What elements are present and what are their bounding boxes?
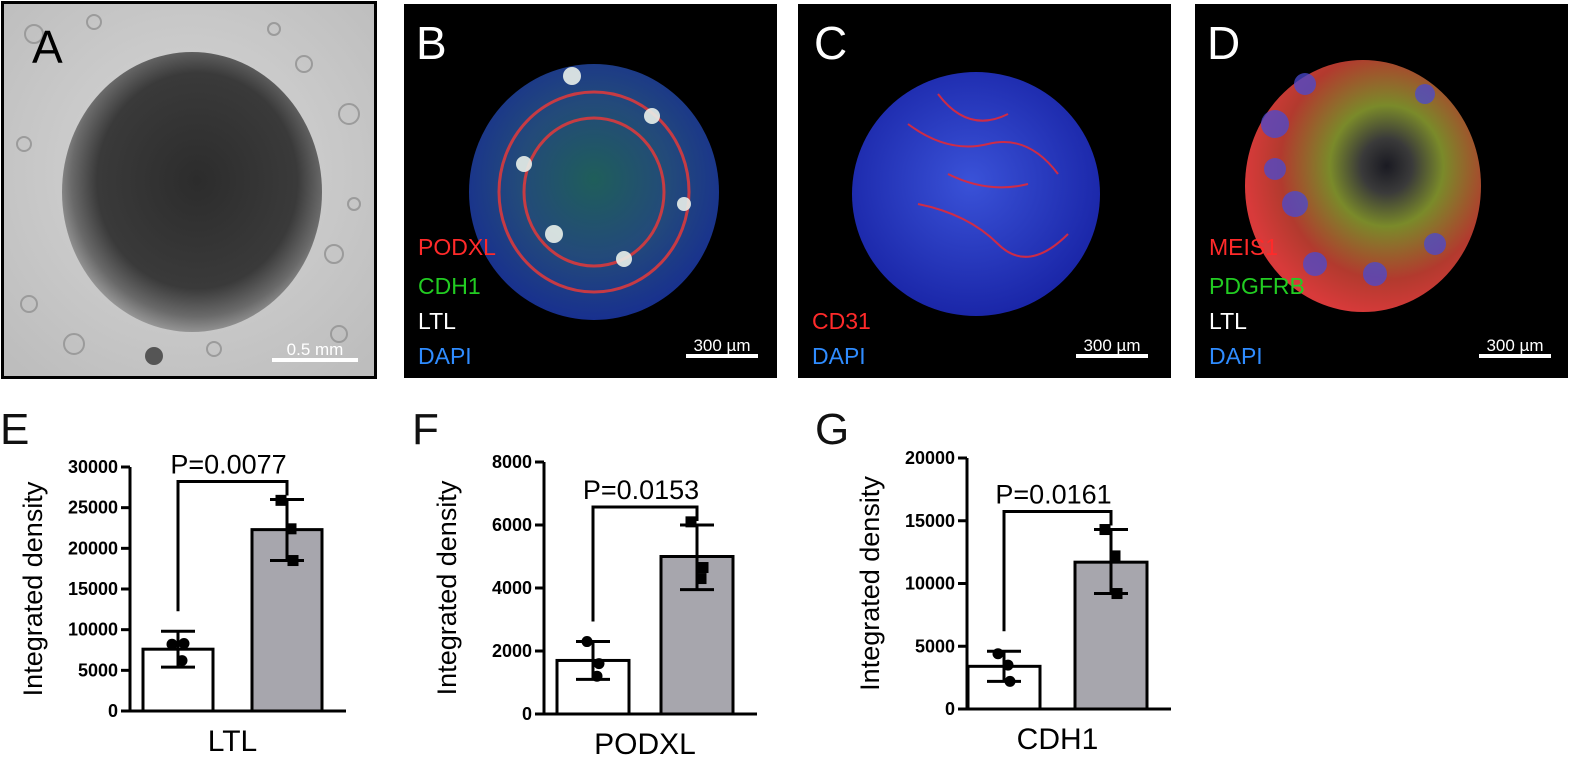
p-value-label: P=0.0077 [170,450,286,480]
panel-letter-d: D [1207,17,1241,69]
panel-a-brightfield: A 0.5 mm [1,1,377,379]
channel-label-dapi: DAPI [812,343,866,369]
x-axis-title: CDH1 [1017,723,1099,756]
data-point [695,573,707,585]
panel-c-fluorescence: C CD31 DAPI 300 µm [798,4,1171,378]
scale-label-a: 0.5 mm [286,340,344,359]
channel-label-pdgfrb: PDGFRB [1209,273,1305,299]
data-point [685,516,697,528]
data-point [1004,675,1016,687]
panel-letter-c: C [814,17,848,69]
y-tick-label: 15000 [905,511,955,531]
data-point [166,638,178,650]
y-tick-label: 0 [522,704,532,724]
data-point [1099,524,1111,536]
y-tick-label: 25000 [68,498,118,518]
bar-chart-podxl: 0 2000 4000 6000 8000 Integrated density PODXL… [432,452,757,761]
y-tick-label: 15000 [68,579,118,599]
data-point [1002,659,1014,671]
panel-letter-g: G [815,405,850,454]
y-tick-label: 10000 [905,574,955,594]
x-axis-title: LTL [208,725,257,758]
y-tick-label: 0 [108,701,118,721]
fluorescence-image-c [852,72,1100,316]
channel-label-dapi: DAPI [418,343,472,369]
significance-bracket [591,505,699,622]
data-point [593,658,605,670]
brightfield-image [4,4,374,376]
panel-d-fluorescence: D MEIS1 PDGFRB LTL DAPI 300 µm [1195,4,1568,378]
x-axis-title: PODXL [594,728,696,761]
fluorescence-image-d [1245,60,1481,312]
y-tick-label: 30000 [68,457,118,477]
scale-bar-b [686,354,758,358]
y-axis-title: Integrated density [18,481,48,696]
scale-bar-d [1479,354,1551,358]
channel-label-dapi: DAPI [1209,343,1263,369]
y-tick-label: 20000 [68,538,118,558]
y-axis-title: Integrated density [855,476,885,691]
channel-label-ltl: LTL [1209,308,1247,334]
y-tick-label: 4000 [492,578,532,598]
scale-label-b: 300 µm [693,336,751,355]
bar-chart-cdh1: 0 5000 10000 15000 20000 Integrated density CD… [855,448,1171,756]
bar-control [966,664,1042,711]
data-point [176,655,188,667]
y-axis-title: Integrated density [432,480,462,695]
significance-bracket [176,480,289,612]
data-point [591,670,603,682]
y-tick-label: 10000 [68,620,118,640]
y-tick-label: 8000 [492,452,532,472]
scale-bar-a [272,358,358,362]
panel-letter-f: F [412,405,439,454]
data-point [581,636,593,648]
channel-label-ltl: LTL [418,308,456,334]
p-value-label: P=0.0161 [995,480,1111,510]
channel-label-cdh1: CDH1 [418,273,481,299]
panel-letter-a: A [32,21,63,73]
scale-bar-c [1076,354,1148,358]
y-tick-label: 5000 [78,660,118,680]
panel-b-fluorescence: B PODXL CDH1 LTL DAPI 300 µm [404,4,777,378]
channel-label-meis1: MEIS1 [1209,234,1279,260]
y-tick-label: 6000 [492,515,532,535]
y-tick-label: 5000 [915,636,955,656]
bar-chart-ltl: 0 5000 10000 15000 20000 25000 30000 Integrated… [18,450,346,758]
data-point [1111,588,1123,600]
channel-label-podxl: PODXL [418,234,496,260]
scale-label-d: 300 µm [1486,336,1544,355]
significance-bracket [1002,510,1113,632]
data-point [287,555,299,567]
panel-letter-e: E [0,405,30,454]
y-tick-label: 2000 [492,641,532,661]
data-point [275,494,287,506]
data-point [697,562,709,574]
scale-label-c: 300 µm [1083,336,1141,355]
p-value-label: P=0.0153 [583,475,699,505]
data-point [1109,550,1121,562]
y-tick-label: 0 [945,699,955,719]
data-point [178,637,190,649]
data-point [285,523,297,535]
panel-letter-b: B [416,17,447,69]
channel-label-cd31: CD31 [812,308,871,334]
data-point [992,648,1004,660]
fluorescence-image-b [469,64,719,320]
y-tick-label: 20000 [905,448,955,468]
